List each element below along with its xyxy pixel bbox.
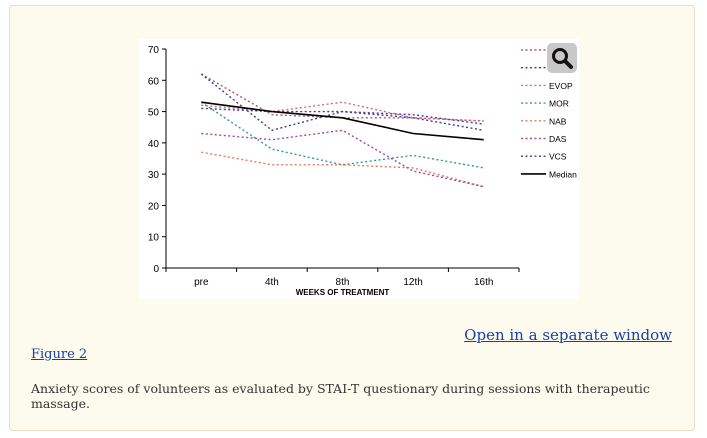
y-tick-label: 40	[148, 139, 160, 150]
x-tick-label: 12th	[403, 277, 422, 288]
legend-label: EVOP	[549, 81, 573, 91]
x-tick-label: 4th	[265, 277, 279, 288]
y-tick-label: 30	[148, 170, 160, 181]
legend-label: MOR	[549, 99, 569, 109]
open-in-window-link[interactable]: Open in a separate window	[464, 326, 672, 344]
legend-label: DAS	[549, 134, 567, 144]
figure-panel: 0 10 20 30 40 50 60 70 pre 4th 8th 12th 16th WEEKS OF…	[9, 5, 695, 431]
series-line-das	[201, 129, 484, 188]
series-line-median	[201, 101, 484, 141]
x-tick-label: 16th	[474, 277, 493, 288]
series-line-vcs	[201, 107, 484, 125]
legend-label: VCS	[549, 152, 567, 162]
y-tick-label: 10	[148, 233, 160, 244]
y-tick-label: 60	[148, 76, 160, 87]
y-tick-label: 50	[148, 108, 160, 119]
y-tick-label: 70	[148, 45, 160, 56]
x-axis-title: WEEKS OF TREATMENT	[296, 288, 390, 297]
figure-link[interactable]: Figure 2	[31, 347, 88, 362]
series-line-mor	[200, 101, 484, 169]
series-line-mm	[200, 73, 484, 122]
legend-label: NAB	[549, 116, 567, 126]
y-tick-label: 0	[153, 264, 159, 275]
x-tick-label: 8th	[336, 277, 350, 288]
magnifier-icon[interactable]	[547, 43, 577, 73]
y-tick-label: 20	[148, 201, 160, 212]
figure-caption: Anxiety scores of volunteers as evaluate…	[31, 381, 650, 411]
legend-label: Median	[549, 169, 577, 179]
series-line-nab	[201, 151, 484, 188]
chart-svg: 0 10 20 30 40 50 60 70 pre 4th 8th 12th 16th WEEKS OF…	[148, 45, 577, 297]
x-tick-label: pre	[194, 277, 209, 288]
series-line-ca	[200, 73, 484, 132]
anxiety-line-chart: 0 10 20 30 40 50 60 70 pre 4th 8th 12th 16th WEEKS OF…	[139, 39, 579, 299]
